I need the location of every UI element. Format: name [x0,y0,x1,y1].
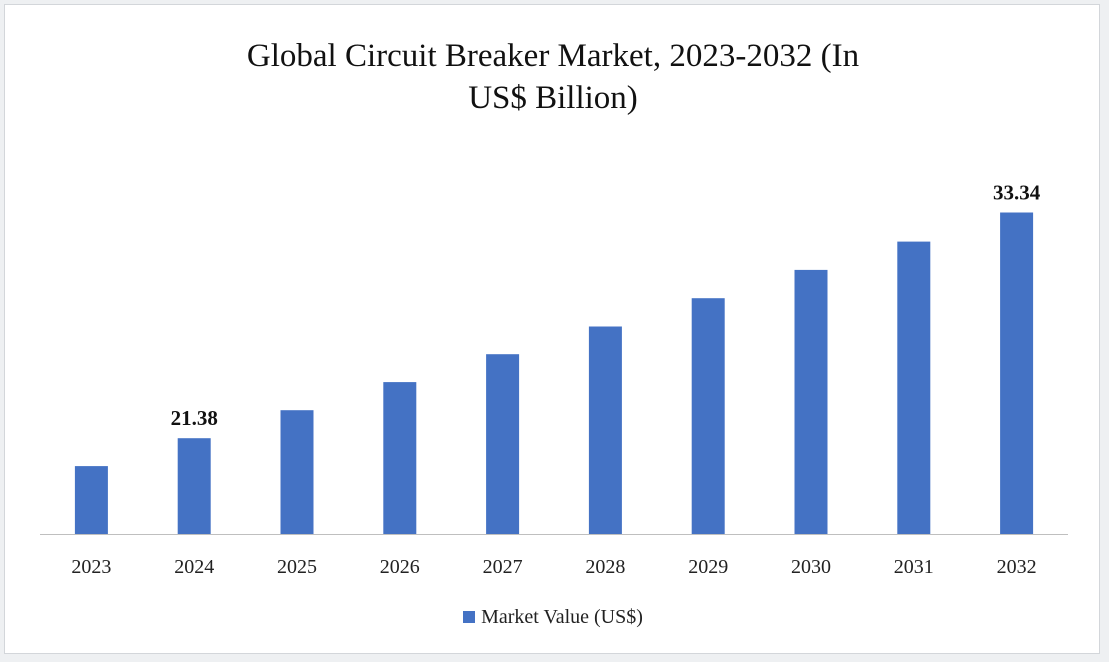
legend-label: Market Value (US$) [481,606,643,628]
x-tick-label-2026: 2026 [380,556,420,578]
x-tick-label-2031: 2031 [894,556,934,578]
chart-title: Global Circuit Breaker Market, 2023-2032… [5,35,1101,119]
bar-2030 [794,269,828,534]
bar-2028 [588,326,622,534]
legend: Market Value (US$) [5,606,1101,629]
x-tick-label-2027: 2027 [483,556,523,578]
legend-swatch [463,611,476,623]
x-tick-label-2029: 2029 [688,556,728,578]
x-tick-label-2024: 2024 [174,556,214,578]
x-tick-label-2023: 2023 [71,556,111,578]
x-tick-label-2025: 2025 [277,556,317,578]
bar-2025 [280,410,314,534]
x-tick-label-2032: 2032 [997,556,1037,578]
bar-2032 [1000,212,1034,534]
bar-2026 [383,382,417,534]
chart-title-line-1: Global Circuit Breaker Market, 2023-2032… [246,38,860,74]
bar-2027 [486,354,520,534]
chart-frame: Global Circuit Breaker Market, 2023-2032… [4,4,1100,654]
x-tick-label-2030: 2030 [791,556,831,578]
data-label-2032: 33.34 [993,181,1041,205]
bar-2031 [897,241,931,534]
bar-2024 [177,438,211,534]
data-label-2024: 21.38 [171,406,218,430]
plot-area: 2023 2024 21.38 2025 2026 2027 2028 2029 2030 203… [40,181,1068,578]
x-tick-label-2028: 2028 [585,556,625,578]
chart-title-line-2: US$ Billion) [468,80,638,116]
bar-2029 [691,298,725,534]
bar-2023 [74,466,108,534]
